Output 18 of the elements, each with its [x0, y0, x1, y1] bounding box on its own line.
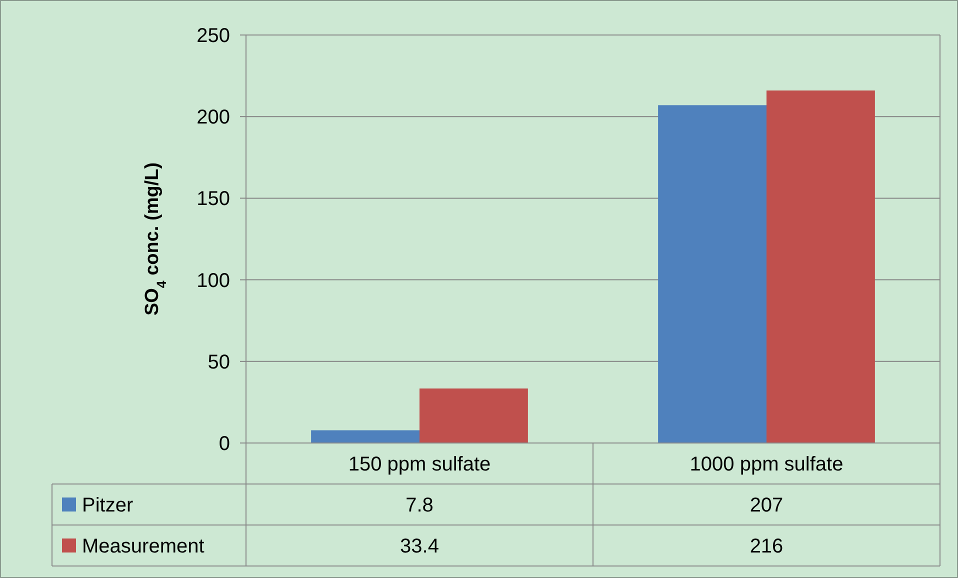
y-tick-label: 200 — [196, 106, 230, 129]
legend-label: Measurement — [82, 536, 205, 558]
bar — [311, 430, 420, 443]
x-tick-label: 150 ppm sulfate — [348, 454, 491, 476]
data-label: 33.4 — [400, 536, 439, 558]
data-label: 7.8 — [406, 494, 434, 516]
data-label: 216 — [750, 536, 784, 558]
y-tick-label: 100 — [196, 270, 230, 292]
legend-label: Pitzer — [82, 494, 134, 516]
y-tick-label: 250 — [196, 25, 230, 47]
y-tick-label: 150 — [196, 188, 230, 210]
y-tick-label: 0 — [218, 433, 230, 455]
data-label: 207 — [750, 494, 784, 516]
bar — [420, 388, 528, 443]
x-tick-label: 1000 ppm sulfate — [690, 454, 844, 476]
bar — [766, 90, 875, 443]
bar — [658, 105, 766, 443]
y-tick-label: 50 — [208, 351, 230, 374]
